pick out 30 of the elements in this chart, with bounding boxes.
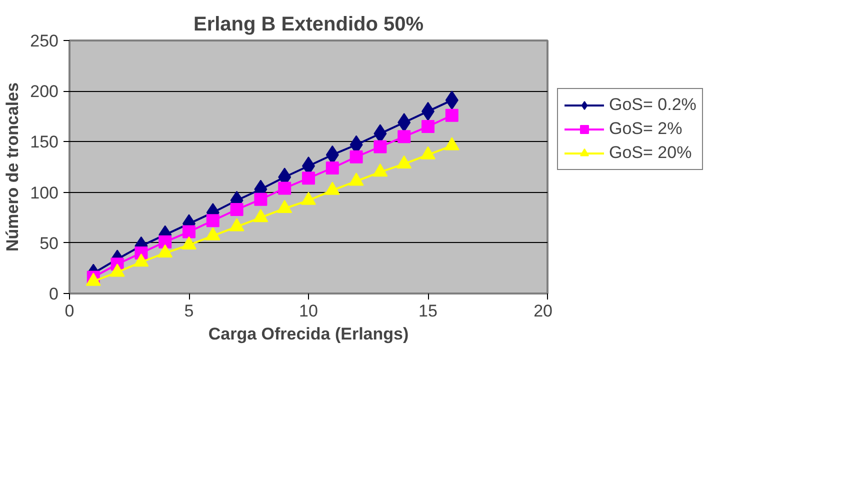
legend-label: GoS= 0.2% (609, 95, 696, 115)
y-tick-label: 150 (30, 132, 59, 152)
y-tick-label: 50 (40, 234, 59, 253)
legend-label: GoS= 2% (609, 119, 682, 139)
point (254, 192, 268, 206)
point (398, 130, 411, 144)
point (230, 203, 244, 216)
point (326, 162, 339, 175)
x-axis-title: Carga Ofrecida (Erlangs) (208, 324, 409, 344)
chart-title: Erlang B Extendido 50% (193, 14, 424, 36)
point (206, 214, 220, 228)
x-tick-label: 10 (299, 302, 318, 320)
x-tick-label: 20 (534, 302, 553, 320)
point (278, 182, 292, 195)
x-tick-label: 0 (64, 302, 74, 320)
point (374, 140, 387, 154)
y-tick-label: 250 (30, 32, 59, 50)
point (445, 108, 458, 122)
legend-label: GoS= 20% (609, 143, 692, 163)
y-tick-label: 200 (30, 82, 59, 102)
y-tick-label: 0 (49, 284, 59, 304)
x-tick-label: 5 (184, 302, 194, 320)
y-axis-title: Número de troncales (3, 82, 22, 252)
point (182, 225, 196, 238)
x-tick-label: 15 (418, 302, 438, 320)
point (422, 120, 434, 134)
y-tick-label: 100 (30, 183, 59, 202)
point (158, 235, 172, 248)
point (302, 172, 315, 185)
point (350, 150, 363, 164)
